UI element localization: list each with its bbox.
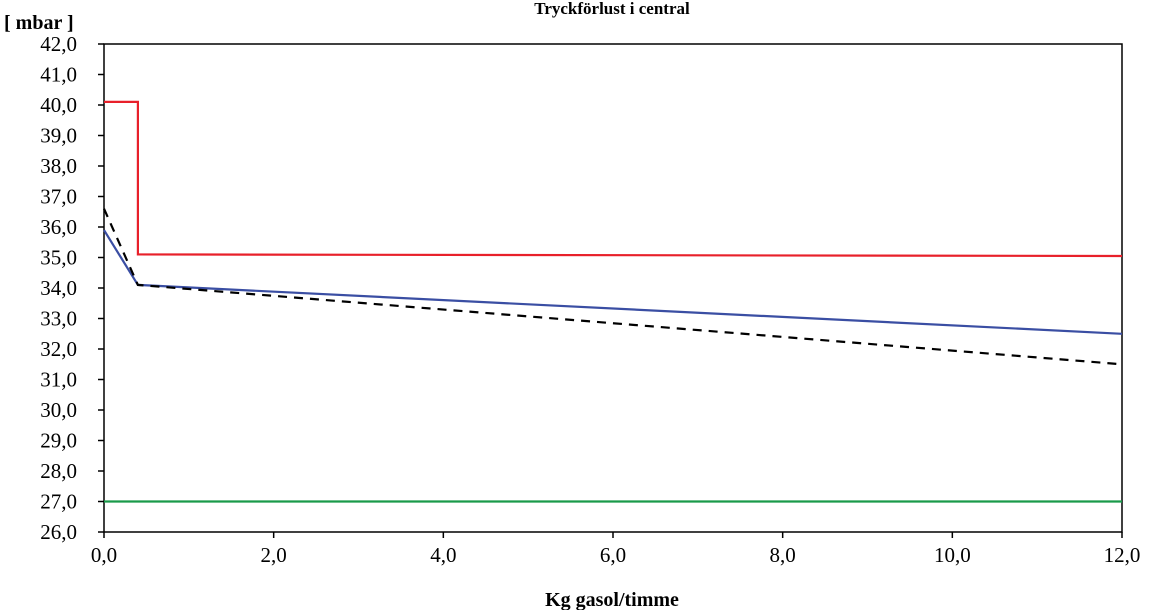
x-tick-label: 10,0 [934,543,971,567]
x-tick-label: 8,0 [770,543,796,567]
y-tick-label: 35,0 [40,246,77,270]
x-axis-title: Kg gasol/timme [545,589,679,610]
y-tick-label: 37,0 [40,185,77,209]
x-tick-label: 6,0 [600,543,626,567]
y-tick-label: 28,0 [40,459,77,483]
plot-frame [103,43,1123,533]
chart-title: Tryckförlust i central [534,0,690,18]
y-tick-label: 38,0 [40,154,77,178]
series-line-2 [103,229,1123,335]
y-tick-label: 31,0 [40,368,77,392]
y-tick-label: 33,0 [40,307,77,331]
y-tick-label: 34,0 [40,276,77,300]
y-tick-label: 39,0 [40,124,77,148]
x-tick-label: 12,0 [1104,543,1141,567]
y-tick-label: 29,0 [40,429,77,453]
y-tick-label: 32,0 [40,337,77,361]
y-tick-label: 30,0 [40,398,77,422]
y-tick-label: 42,0 [40,32,77,56]
y-tick-label: 27,0 [40,490,77,514]
series-line-1 [104,100,1123,258]
y-tick-label: 41,0 [40,63,77,87]
x-tick-label: 2,0 [261,543,287,567]
y-axis-title: [ mbar ] [4,12,74,34]
plot-area: 26,0 27,0 28,0 29,0 30,0 31,0 32,0 33,0 34,0 35,0… [40,32,1140,567]
x-tick-label: 4,0 [430,543,456,567]
y-tick-label: 26,0 [40,520,77,544]
x-tick-label: 0,0 [91,543,117,567]
series-line-3 [102,208,1123,366]
y-tick-label: 40,0 [40,93,77,117]
y-tick-label: 36,0 [40,215,77,239]
